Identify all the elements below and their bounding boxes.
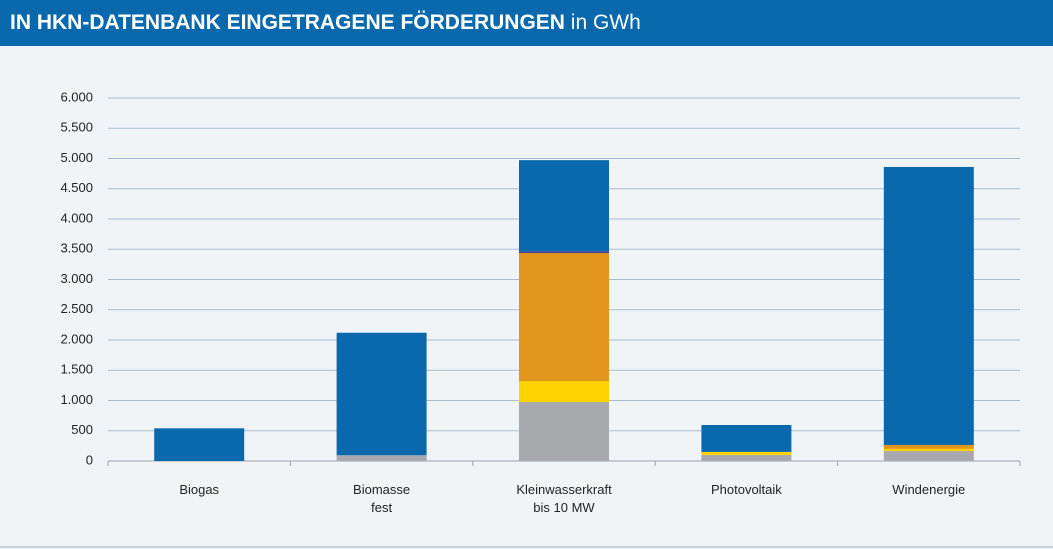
x-tick-label: Windenergie <box>892 482 966 497</box>
y-tick-label: 4.000 <box>60 210 93 225</box>
bar-segment <box>701 425 792 452</box>
y-tick-label: 0 <box>86 452 93 467</box>
header: IN HKN-DATENBANK EINGETRAGENE FÖRDERUNGE… <box>0 0 1053 46</box>
x-tick-label: Kleinwasserkraft bis 10 MW <box>516 482 612 515</box>
bar-segment <box>519 381 609 403</box>
x-tick-label: Photovoltaik <box>710 482 782 497</box>
y-tick-label: 2.500 <box>60 301 93 316</box>
bar-segment <box>519 160 609 252</box>
bar-segment <box>701 451 792 455</box>
x-tick-label: Biomasse fest <box>353 482 411 515</box>
chart-title: IN HKN-DATENBANK EINGETRAGENE FÖRDERUNGE… <box>10 11 565 34</box>
bar-segment <box>154 428 245 461</box>
y-tick-label: 500 <box>71 422 93 437</box>
y-tick-label: 4.500 <box>60 180 93 195</box>
y-tick-label: 1.500 <box>60 362 93 377</box>
bottom-rule <box>0 546 1053 548</box>
unit: in GWh <box>570 11 641 34</box>
bar-segment <box>883 444 974 449</box>
y-tick-label: 3.500 <box>60 241 93 256</box>
y-tick-label: 2.000 <box>60 331 93 346</box>
bar-segment <box>883 166 974 445</box>
bar-segment <box>519 402 609 461</box>
bar-segment <box>336 332 427 456</box>
bar-segment <box>883 448 974 452</box>
bar-segment <box>701 454 792 461</box>
y-tick-label: 6.000 <box>60 89 93 104</box>
bar-segment <box>519 251 609 254</box>
bar-segment <box>519 253 609 382</box>
y-tick-label: 5.500 <box>60 120 93 135</box>
y-tick-label: 1.000 <box>60 392 93 407</box>
bar-segment <box>336 455 427 461</box>
y-tick-label: 3.000 <box>60 271 93 286</box>
y-tick-label: 5.000 <box>60 150 93 165</box>
bar-segment <box>883 451 974 461</box>
x-tick-label: Biogas <box>179 482 220 497</box>
